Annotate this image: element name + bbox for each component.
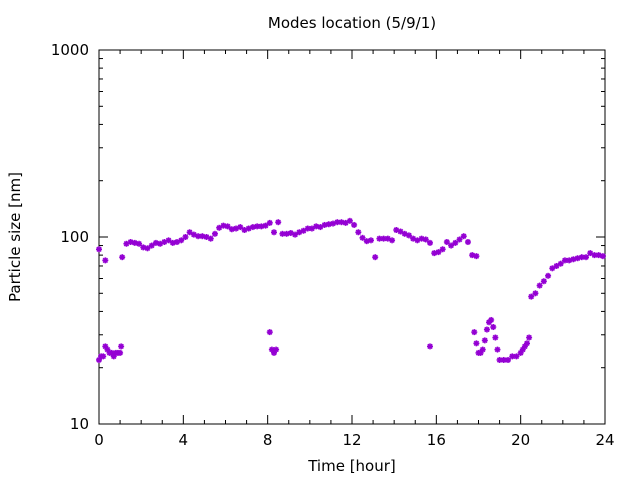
data-point	[505, 356, 512, 363]
data-point	[405, 232, 412, 239]
data-point	[452, 239, 459, 246]
data-point	[178, 237, 185, 244]
chart-title: Modes location (5/9/1)	[268, 14, 436, 32]
data-point	[513, 353, 520, 360]
data-point	[346, 217, 353, 224]
data-point	[435, 249, 442, 256]
data-point	[418, 235, 425, 242]
x-tick-label: 24	[595, 431, 614, 449]
data-point	[144, 245, 151, 252]
data-point	[557, 260, 564, 267]
data-point	[481, 337, 488, 344]
data-point	[207, 235, 214, 242]
data-point	[540, 278, 547, 285]
data-point	[273, 346, 280, 353]
data-point	[439, 246, 446, 253]
data-point	[165, 237, 172, 244]
data-point	[372, 254, 379, 261]
data-point	[136, 240, 143, 247]
data-point	[96, 246, 102, 253]
data-points-layer	[96, 217, 606, 363]
data-point	[473, 253, 480, 260]
ticks-layer: 0 4 8 12 16 20 24 10 100 1000	[51, 41, 615, 449]
data-point	[473, 340, 480, 347]
data-point	[275, 219, 282, 226]
data-point	[479, 346, 486, 353]
data-point	[118, 343, 125, 350]
data-point	[427, 343, 434, 350]
data-point	[317, 224, 324, 231]
y-tick-label: 10	[70, 415, 89, 433]
x-tick-label: 20	[511, 431, 530, 449]
data-point	[266, 329, 273, 336]
data-point	[262, 222, 269, 229]
data-point	[304, 225, 311, 232]
x-tick-label: 16	[427, 431, 446, 449]
data-point	[599, 253, 606, 260]
data-point	[523, 340, 530, 347]
data-point	[490, 324, 497, 331]
data-point	[182, 234, 189, 240]
data-point	[456, 236, 463, 243]
data-point	[367, 237, 374, 244]
data-point	[119, 254, 126, 261]
data-point	[427, 239, 434, 246]
data-point	[443, 239, 450, 246]
data-point	[536, 282, 543, 289]
data-point	[561, 257, 568, 264]
data-point	[266, 219, 273, 226]
data-point	[117, 349, 124, 356]
data-point	[195, 233, 202, 240]
data-point	[578, 254, 585, 261]
data-point	[211, 230, 218, 237]
data-point	[583, 254, 590, 261]
data-point	[148, 242, 155, 249]
data-point	[553, 262, 560, 269]
data-point	[483, 326, 490, 333]
data-point	[292, 231, 299, 238]
data-point	[351, 221, 358, 228]
data-point	[224, 223, 231, 230]
data-point	[397, 228, 404, 235]
data-point	[549, 265, 556, 272]
y-tick-label: 100	[60, 228, 89, 246]
data-point	[532, 290, 539, 297]
data-point	[102, 257, 109, 264]
data-point	[460, 233, 467, 240]
data-point	[186, 229, 193, 236]
data-point	[528, 293, 535, 300]
data-point	[270, 229, 277, 236]
x-axis-label: Time [hour]	[307, 457, 396, 475]
data-point	[237, 224, 244, 231]
data-point	[488, 316, 495, 323]
data-point	[389, 237, 396, 244]
data-point	[448, 242, 455, 249]
data-point	[494, 346, 501, 353]
plot-frame	[98, 49, 606, 425]
data-point	[526, 334, 533, 341]
data-point	[591, 252, 598, 259]
data-point	[100, 353, 107, 360]
data-point	[422, 236, 429, 243]
data-point	[359, 234, 366, 241]
x-tick-label: 4	[179, 431, 189, 449]
data-point	[545, 272, 552, 279]
data-point	[464, 239, 471, 246]
data-point	[492, 334, 499, 341]
y-tick-label: 1000	[51, 41, 89, 59]
x-tick-label: 0	[94, 431, 104, 449]
x-tick-label: 12	[342, 431, 361, 449]
data-point	[471, 329, 478, 336]
y-axis-label: Particle size [nm]	[6, 172, 24, 302]
data-point	[355, 229, 362, 236]
x-tick-label: 8	[263, 431, 273, 449]
